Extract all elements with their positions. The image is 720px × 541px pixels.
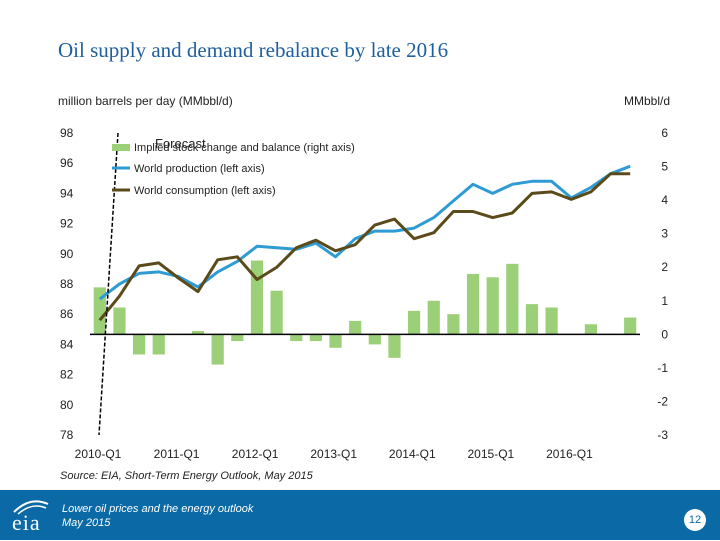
legend: Implied stock change and balance (right … xyxy=(112,136,355,197)
chart: 78 80 82 84 86 88 90 92 94 96 98 -3 -2 -1 0 1 2 3 4 5 6 2010-… xyxy=(60,126,668,461)
bar xyxy=(525,304,539,335)
right-tick-label: 4 xyxy=(661,193,668,207)
right-tick-label: -2 xyxy=(657,394,668,408)
left-tick-label: 82 xyxy=(60,368,74,382)
left-tick-label: 78 xyxy=(60,428,74,442)
bar xyxy=(388,334,401,358)
x-tick-label: 2013-Q1 xyxy=(310,447,357,461)
x-tick-label: 2011-Q1 xyxy=(154,447,200,461)
legend-production-label: World production (left axis) xyxy=(134,163,265,175)
x-tick-label: 2015-Q1 xyxy=(468,447,515,461)
bar xyxy=(191,330,205,335)
logo-arc-icon xyxy=(13,500,49,515)
bar xyxy=(427,300,440,335)
bar xyxy=(270,290,283,335)
right-axis-label: MMbbl/d xyxy=(623,94,670,108)
right-tick-label: -1 xyxy=(657,361,668,375)
bar xyxy=(624,317,637,335)
x-tick-label: 2014-Q1 xyxy=(389,447,436,461)
bar xyxy=(506,263,519,335)
right-tick-label: 5 xyxy=(661,160,668,174)
left-tick-label: 92 xyxy=(60,217,74,231)
bar xyxy=(113,307,126,335)
right-tick-label: 3 xyxy=(661,227,668,241)
x-tick-label: 2010-Q1 xyxy=(75,447,122,461)
right-tick-label: 6 xyxy=(661,126,668,140)
bar xyxy=(368,334,381,345)
bar xyxy=(466,273,480,335)
bar xyxy=(584,324,597,335)
left-tick-label: 88 xyxy=(60,277,74,291)
bar xyxy=(211,334,224,365)
bar xyxy=(152,334,165,355)
bar xyxy=(133,334,146,355)
left-tick-label: 94 xyxy=(60,186,74,200)
legend-bar-swatch xyxy=(112,144,130,151)
x-tick-label: 2016-Q1 xyxy=(546,447,593,461)
bar xyxy=(290,334,303,342)
left-tick-label: 84 xyxy=(60,337,74,351)
bar xyxy=(250,260,264,335)
eia-logo: eia xyxy=(8,494,52,536)
right-tick-label: -3 xyxy=(657,428,668,442)
footer-date: May 2015 xyxy=(62,517,111,529)
bar xyxy=(447,314,460,335)
x-tick-label: 2012-Q1 xyxy=(232,447,279,461)
left-tick-label: 96 xyxy=(60,156,74,170)
source-note: Source: EIA, Short-Term Energy Outlook, … xyxy=(60,470,313,482)
bar xyxy=(408,310,421,335)
right-tick-label: 2 xyxy=(661,260,668,274)
bar xyxy=(93,287,106,335)
right-tick-label: 1 xyxy=(661,294,668,308)
line-series xyxy=(98,164,631,322)
page-number: 12 xyxy=(684,509,706,531)
left-tick-label: 98 xyxy=(60,126,74,140)
chart-title: Oil supply and demand rebalance by late … xyxy=(58,38,449,62)
bar xyxy=(486,277,499,335)
axes: 78 80 82 84 86 88 90 92 94 96 98 -3 -2 -1 0 1 2 3 4 5 6 2010-… xyxy=(60,126,668,461)
right-tick-label: 0 xyxy=(661,327,668,341)
bar xyxy=(329,334,342,348)
bar xyxy=(231,334,244,342)
left-tick-label: 80 xyxy=(60,398,74,412)
footer-bar: eia Lower oil prices and the energy outl… xyxy=(0,490,720,540)
bar-series xyxy=(93,260,637,365)
bar xyxy=(349,320,362,335)
bar xyxy=(545,307,558,335)
legend-bar-label: Implied stock change and balance (right … xyxy=(134,142,355,154)
left-tick-label: 86 xyxy=(60,307,74,321)
left-axis-label: million barrels per day (MMbbl/d) xyxy=(58,94,233,108)
consumption-line xyxy=(98,172,631,322)
bar xyxy=(309,334,322,342)
legend-consumption-label: World consumption (left axis) xyxy=(134,185,276,197)
forecast-label: Forecast xyxy=(155,136,206,151)
footer-text: Lower oil prices and the energy outlook … xyxy=(62,502,253,530)
left-tick-label: 90 xyxy=(60,247,74,261)
forecast-divider xyxy=(98,132,119,436)
footer-subtitle: Lower oil prices and the energy outlook xyxy=(62,503,254,515)
